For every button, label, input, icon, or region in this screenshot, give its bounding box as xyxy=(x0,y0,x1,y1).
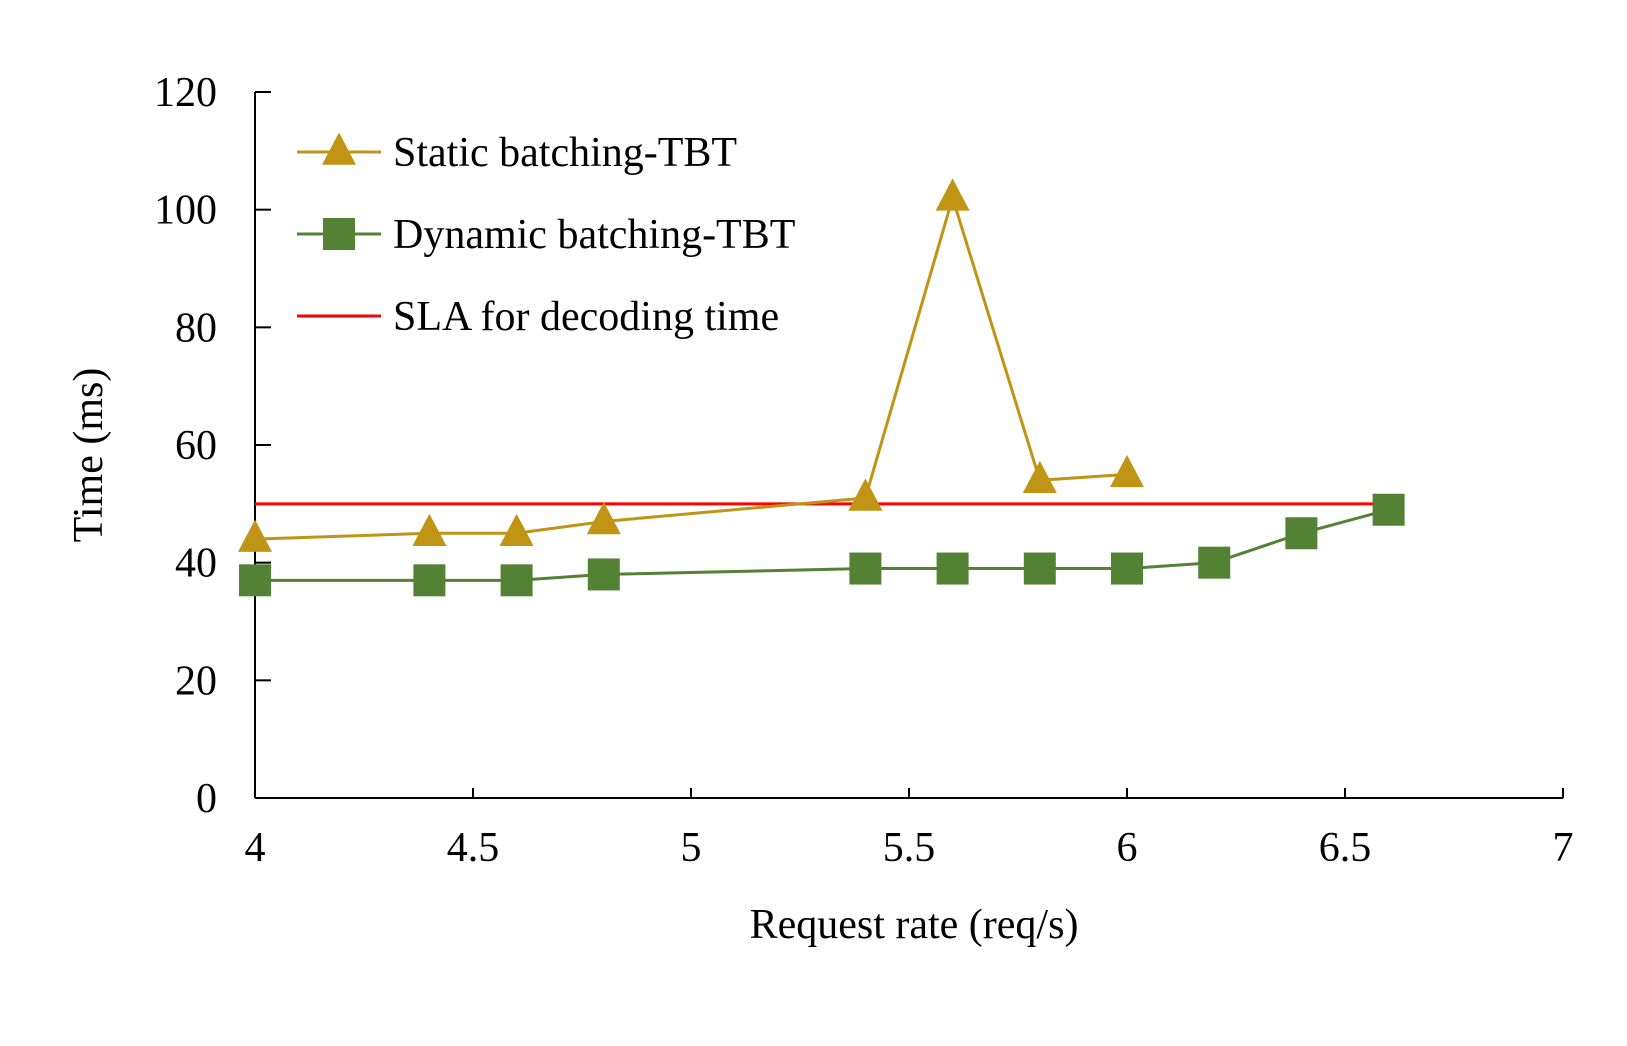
y-tick-label: 0 xyxy=(196,776,217,822)
legend-entry: SLA for decoding time xyxy=(297,294,779,340)
data-point xyxy=(1022,460,1057,494)
legend-entry: Static batching-TBT xyxy=(297,130,737,176)
y-tick-label: 120 xyxy=(154,70,217,116)
legend-label: Static batching-TBT xyxy=(393,130,737,176)
series-1 xyxy=(239,493,1405,597)
data-point xyxy=(587,558,620,591)
x-tick-label: 5 xyxy=(681,825,702,871)
data-point xyxy=(586,501,621,535)
y-tick-label: 80 xyxy=(175,305,217,351)
y-axis: 0 20 40 60 80 100 120 xyxy=(154,70,271,822)
x-tick-label: 6.5 xyxy=(1319,825,1372,871)
x-tick-label: 5.5 xyxy=(883,825,936,871)
x-tick-label: 6 xyxy=(1117,825,1138,871)
x-tick-label: 4.5 xyxy=(447,825,500,871)
data-point xyxy=(412,513,447,546)
x-tick-label: 7 xyxy=(1553,825,1574,871)
data-point xyxy=(1111,552,1143,585)
data-point xyxy=(1372,493,1405,526)
series-line xyxy=(254,192,1128,541)
legend-entry: Dynamic batching-TBT xyxy=(297,212,795,258)
legend-label: Dynamic batching-TBT xyxy=(393,212,795,258)
data-point xyxy=(1110,454,1144,488)
legend-swatch-marker xyxy=(323,218,355,250)
data-point xyxy=(500,564,533,597)
series-0 xyxy=(238,178,1144,552)
data-point xyxy=(238,519,272,552)
data-point xyxy=(499,513,534,546)
data-point xyxy=(239,564,271,597)
y-tick-label: 20 xyxy=(175,658,217,704)
data-point xyxy=(413,564,446,597)
data-point xyxy=(1285,517,1318,550)
x-tick-label: 4 xyxy=(245,825,266,871)
legend: Static batching-TBT Dynamic batching-TBT S… xyxy=(297,130,795,340)
data-point xyxy=(848,478,883,511)
y-tick-label: 60 xyxy=(175,423,217,469)
data-point xyxy=(849,552,882,585)
x-axis-title: Request rate (req/s) xyxy=(750,902,1079,948)
data-point xyxy=(935,178,970,211)
data-point xyxy=(1198,546,1231,579)
data-point xyxy=(1023,552,1056,585)
x-axis: 4 4.5 5 5.5 6 6.5 7 xyxy=(245,788,1574,871)
y-axis-title: Time (ms) xyxy=(66,368,112,543)
y-tick-label: 40 xyxy=(175,541,217,587)
legend-label: SLA for decoding time xyxy=(393,294,779,340)
data-point xyxy=(936,552,969,585)
series-layer xyxy=(238,178,1405,597)
y-tick-label: 100 xyxy=(154,188,217,234)
legend-swatch-marker xyxy=(322,132,356,165)
